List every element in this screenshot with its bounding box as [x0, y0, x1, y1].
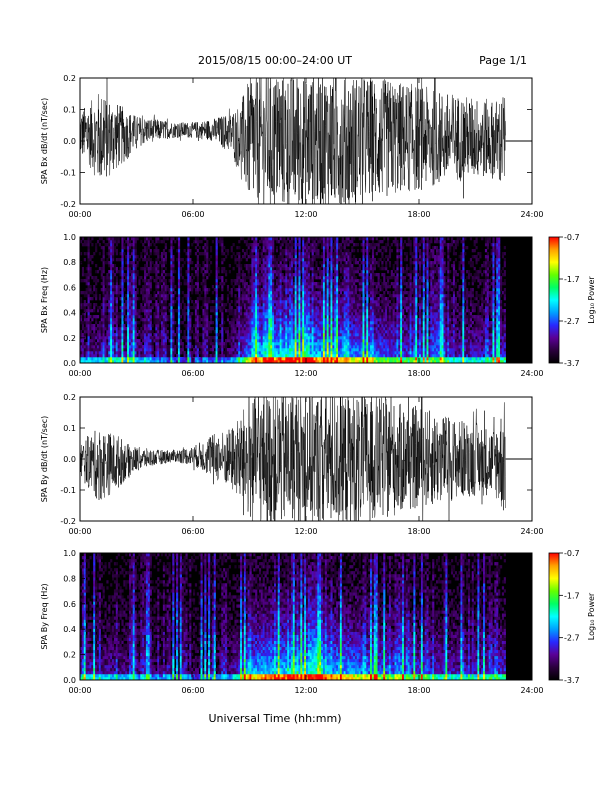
panel-bx-waveform: 00:00 06:00 12:00 18:00 24:00 -0.2 -0.1 0.0 0.1 0… — [40, 74, 544, 219]
bx-spectrogram-colorbar-label: Log₁₀ Power — [587, 276, 596, 324]
bx-waveform-x-tick-label: 12:00 — [294, 210, 317, 219]
bx-waveform-y-tick-label: -0.2 — [60, 200, 76, 209]
by-waveform-y-tick-label: -0.1 — [60, 486, 76, 495]
by-spectrogram-colorbar-tick: -0.7 — [564, 549, 580, 558]
bx-spectrogram-plot-area — [80, 237, 532, 363]
by-spectrogram-colorbar — [548, 552, 560, 681]
panel-by-waveform: 00:00 06:00 12:00 18:00 24:00 -0.2 -0.1 0.0 0.1 0… — [40, 393, 544, 536]
by-spectrogram-x-tick-label: 24:00 — [520, 686, 543, 695]
bx-spectrogram-y-tick-label: 0.4 — [63, 309, 76, 318]
panels: 00:00 06:00 12:00 18:00 24:00 -0.2 -0.1 0.0 0.1 0… — [40, 74, 596, 695]
by-spectrogram-colorbar-tick: -3.7 — [564, 676, 580, 685]
by-waveform-trace — [80, 397, 506, 521]
bx-spectrogram-x-tick-label: 18:00 — [407, 369, 430, 378]
by-spectrogram-y-tick-label: 0.4 — [63, 625, 76, 634]
by-spectrogram-plot-area — [80, 553, 532, 680]
x-axis-title: Universal Time (hh:mm) — [209, 712, 342, 725]
by-spectrogram-y-axis-label: SPA By Freq (Hz) — [40, 583, 49, 649]
bx-spectrogram-y-tick-label: 0.6 — [63, 283, 76, 292]
bx-waveform-y-tick-label: -0.1 — [60, 169, 76, 178]
by-waveform-y-tick-label: -0.2 — [60, 517, 76, 526]
bx-spectrogram-x-tick-label: 12:00 — [294, 369, 317, 378]
bx-waveform-y-axis-label: SPA Bx dB/dt (nT/sec) — [40, 98, 49, 185]
panel-bx-spectrogram: -0.7 -1.7 -2.7 -3.7 Log₁₀ Power 00:00 06:00 12:… — [40, 233, 596, 378]
by-spectrogram-x-tick-label: 06:00 — [181, 686, 204, 695]
bx-spectrogram-x-tick-label: 06:00 — [181, 369, 204, 378]
by-spectrogram-colorbar-tick: -1.7 — [564, 591, 580, 600]
by-spectrogram-colorbar-label: Log₁₀ Power — [587, 592, 596, 640]
bx-waveform-y-tick-label: 0.0 — [63, 137, 76, 146]
bx-spectrogram-x-tick-label: 00:00 — [68, 369, 91, 378]
bx-waveform-x-tick-label: 00:00 — [68, 210, 91, 219]
bx-spectrogram-colorbar-tick: -0.7 — [564, 233, 580, 242]
by-spectrogram-x-tick-label: 18:00 — [407, 686, 430, 695]
bx-spectrogram-y-axis-label: SPA Bx Freq (Hz) — [40, 267, 49, 333]
by-spectrogram-y-tick-label: 1.0 — [63, 549, 76, 558]
bx-waveform-y-tick-label: 0.2 — [63, 74, 76, 83]
bx-spectrogram-colorbar-tick: -2.7 — [564, 317, 580, 326]
by-spectrogram-y-tick-label: 0.0 — [63, 676, 76, 685]
by-waveform-x-tick-label: 00:00 — [68, 527, 91, 536]
by-waveform-y-tick-label: 0.2 — [63, 393, 76, 402]
by-spectrogram-x-tick-label: 00:00 — [68, 686, 91, 695]
by-spectrogram-y-tick-label: 0.6 — [63, 600, 76, 609]
by-spectrogram-y-tick-label: 0.8 — [63, 574, 76, 583]
by-waveform-y-axis-label: SPA By dB/dt (nT/sec) — [40, 416, 49, 503]
bx-spectrogram-colorbar — [548, 236, 560, 364]
by-spectrogram-colorbar-tick: -2.7 — [564, 634, 580, 643]
bx-spectrogram-y-tick-label: 0.0 — [63, 359, 76, 368]
by-spectrogram-cells — [80, 553, 506, 680]
bx-waveform-trace — [80, 78, 506, 204]
bx-spectrogram-cells — [80, 237, 506, 363]
by-waveform-x-tick-label: 24:00 — [520, 527, 543, 536]
bx-waveform-x-tick-label: 24:00 — [520, 210, 543, 219]
bx-spectrogram-y-tick-label: 0.8 — [63, 258, 76, 267]
by-waveform-y-tick-label: 0.1 — [63, 424, 76, 433]
bx-spectrogram-y-tick-label: 0.2 — [63, 334, 76, 343]
page-title: 2015/08/15 00:00–24:00 UT — [198, 54, 352, 67]
panel-by-spectrogram: -0.7 -1.7 -2.7 -3.7 Log₁₀ Power 00:00 06:00 12:… — [40, 549, 596, 695]
by-waveform-x-tick-label: 18:00 — [407, 527, 430, 536]
bx-spectrogram-x-tick-label: 24:00 — [520, 369, 543, 378]
by-spectrogram-x-tick-label: 12:00 — [294, 686, 317, 695]
page-label: Page 1/1 — [479, 54, 527, 67]
bx-waveform-x-tick-label: 18:00 — [407, 210, 430, 219]
by-waveform-x-tick-label: 06:00 — [181, 527, 204, 536]
by-spectrogram-y-tick-label: 0.2 — [63, 651, 76, 660]
by-waveform-y-tick-label: 0.0 — [63, 455, 76, 464]
bx-spectrogram-colorbar-tick: -3.7 — [564, 359, 580, 368]
bx-spectrogram-y-tick-label: 1.0 — [63, 233, 76, 242]
by-waveform-plot-area — [80, 397, 532, 521]
by-waveform-x-tick-label: 12:00 — [294, 527, 317, 536]
bx-waveform-x-tick-label: 06:00 — [181, 210, 204, 219]
bx-waveform-y-tick-label: 0.1 — [63, 106, 76, 115]
bx-spectrogram-colorbar-tick: -1.7 — [564, 275, 580, 284]
